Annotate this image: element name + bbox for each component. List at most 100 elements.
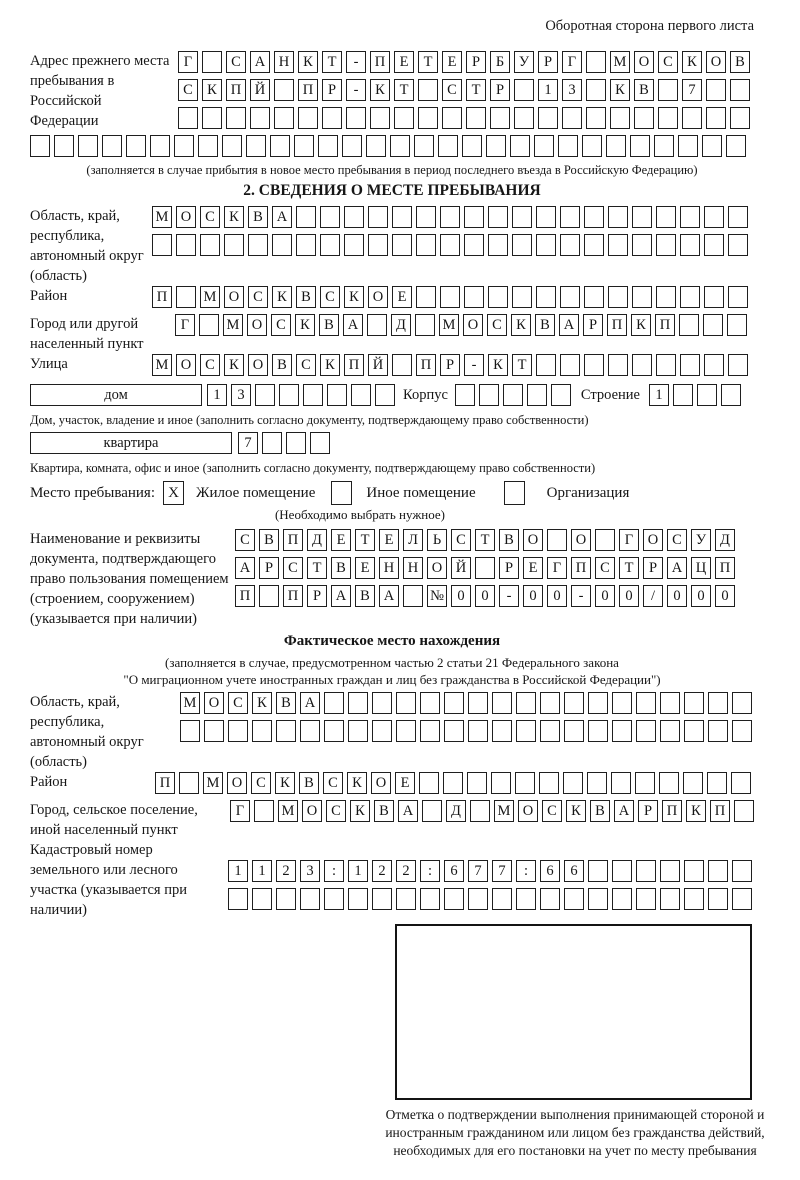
char-box[interactable] (488, 234, 508, 256)
char-box[interactable] (612, 860, 632, 882)
char-box[interactable] (351, 384, 371, 406)
char-box[interactable]: Р (490, 79, 510, 101)
char-box[interactable] (296, 206, 316, 228)
char-box[interactable]: К (350, 800, 370, 822)
char-box[interactable]: С (296, 354, 316, 376)
char-box[interactable]: Д (307, 529, 327, 551)
char-box[interactable]: : (324, 860, 344, 882)
char-box[interactable]: А (272, 206, 292, 228)
char-box[interactable] (584, 286, 604, 308)
char-box[interactable]: К (686, 800, 706, 822)
char-box[interactable]: 3 (300, 860, 320, 882)
char-box[interactable] (680, 234, 700, 256)
char-box[interactable] (454, 384, 475, 406)
char-box[interactable] (368, 206, 388, 228)
char-box[interactable]: 0 (451, 585, 471, 607)
char-box[interactable]: А (614, 800, 634, 822)
char-box[interactable] (403, 585, 423, 607)
char-box[interactable] (636, 860, 656, 882)
char-box[interactable]: К (347, 772, 367, 794)
char-box[interactable]: С (251, 772, 271, 794)
char-box[interactable]: 2 (372, 860, 392, 882)
char-box[interactable]: В (499, 529, 519, 551)
char-box[interactable] (610, 107, 630, 129)
char-box[interactable]: П (607, 314, 627, 336)
char-box[interactable]: К (370, 79, 390, 101)
char-box[interactable]: О (634, 51, 654, 73)
char-box[interactable]: К (202, 79, 222, 101)
char-box[interactable] (375, 384, 395, 406)
char-box[interactable] (608, 286, 628, 308)
char-box[interactable]: : (420, 860, 440, 882)
char-box[interactable] (420, 720, 440, 742)
char-box[interactable]: С (271, 314, 291, 336)
char-box[interactable] (300, 720, 320, 742)
char-box[interactable]: С (248, 286, 268, 308)
char-box[interactable] (672, 384, 693, 406)
char-box[interactable] (606, 135, 626, 157)
char-box[interactable] (492, 888, 512, 910)
char-box[interactable] (732, 888, 752, 910)
char-box[interactable]: С (667, 529, 687, 551)
char-box[interactable]: 3 (231, 384, 251, 406)
char-box[interactable]: П (298, 79, 318, 101)
char-box[interactable] (255, 384, 275, 406)
char-box[interactable] (322, 107, 342, 129)
char-box[interactable]: 6 (564, 860, 584, 882)
char-box[interactable] (720, 384, 741, 406)
char-box[interactable] (442, 107, 462, 129)
char-box[interactable] (608, 206, 628, 228)
char-box[interactable] (152, 234, 172, 256)
char-box[interactable] (272, 234, 292, 256)
checkbox-organizaciya[interactable] (503, 481, 525, 505)
char-box[interactable]: Г (178, 51, 198, 73)
char-box[interactable] (438, 135, 458, 157)
char-box[interactable]: О (368, 286, 388, 308)
char-box[interactable] (526, 384, 547, 406)
char-box[interactable] (560, 206, 580, 228)
char-box[interactable]: К (275, 772, 295, 794)
char-box[interactable]: М (200, 286, 220, 308)
char-box[interactable] (684, 888, 704, 910)
char-box[interactable]: С (442, 79, 462, 101)
char-box[interactable]: Т (307, 557, 327, 579)
char-box[interactable] (732, 860, 752, 882)
char-box[interactable] (659, 772, 679, 794)
char-box[interactable]: Г (230, 800, 250, 822)
char-box[interactable] (348, 888, 368, 910)
char-box[interactable]: П (155, 772, 175, 794)
char-box[interactable] (270, 135, 290, 157)
char-box[interactable]: О (247, 314, 267, 336)
char-box[interactable]: 1 (228, 860, 248, 882)
char-box[interactable]: Е (355, 557, 375, 579)
checkbox-inoe[interactable] (331, 481, 353, 505)
char-box[interactable] (228, 888, 248, 910)
char-box[interactable]: В (299, 772, 319, 794)
char-box[interactable]: - (499, 585, 519, 607)
char-box[interactable] (540, 888, 560, 910)
char-box[interactable] (562, 107, 582, 129)
char-box[interactable] (344, 234, 364, 256)
char-box[interactable]: Т (394, 79, 414, 101)
char-box[interactable] (422, 800, 442, 822)
char-box[interactable] (512, 206, 532, 228)
char-box[interactable]: О (643, 529, 663, 551)
char-box[interactable] (703, 314, 723, 336)
char-box[interactable]: № (427, 585, 447, 607)
char-box[interactable] (464, 286, 484, 308)
char-box[interactable] (536, 206, 556, 228)
char-box[interactable] (475, 557, 495, 579)
char-box[interactable]: Б (490, 51, 510, 73)
char-box[interactable] (222, 135, 242, 157)
char-box[interactable] (204, 720, 224, 742)
char-box[interactable]: С (326, 800, 346, 822)
char-box[interactable]: 7 (492, 860, 512, 882)
checkbox-zhiloe[interactable]: X (163, 481, 184, 505)
char-box[interactable] (708, 692, 728, 714)
char-box[interactable]: К (295, 314, 315, 336)
char-box[interactable]: П (710, 800, 730, 822)
char-box[interactable]: Р (322, 79, 342, 101)
char-box[interactable] (636, 720, 656, 742)
char-box[interactable] (390, 135, 410, 157)
char-box[interactable]: В (355, 585, 375, 607)
